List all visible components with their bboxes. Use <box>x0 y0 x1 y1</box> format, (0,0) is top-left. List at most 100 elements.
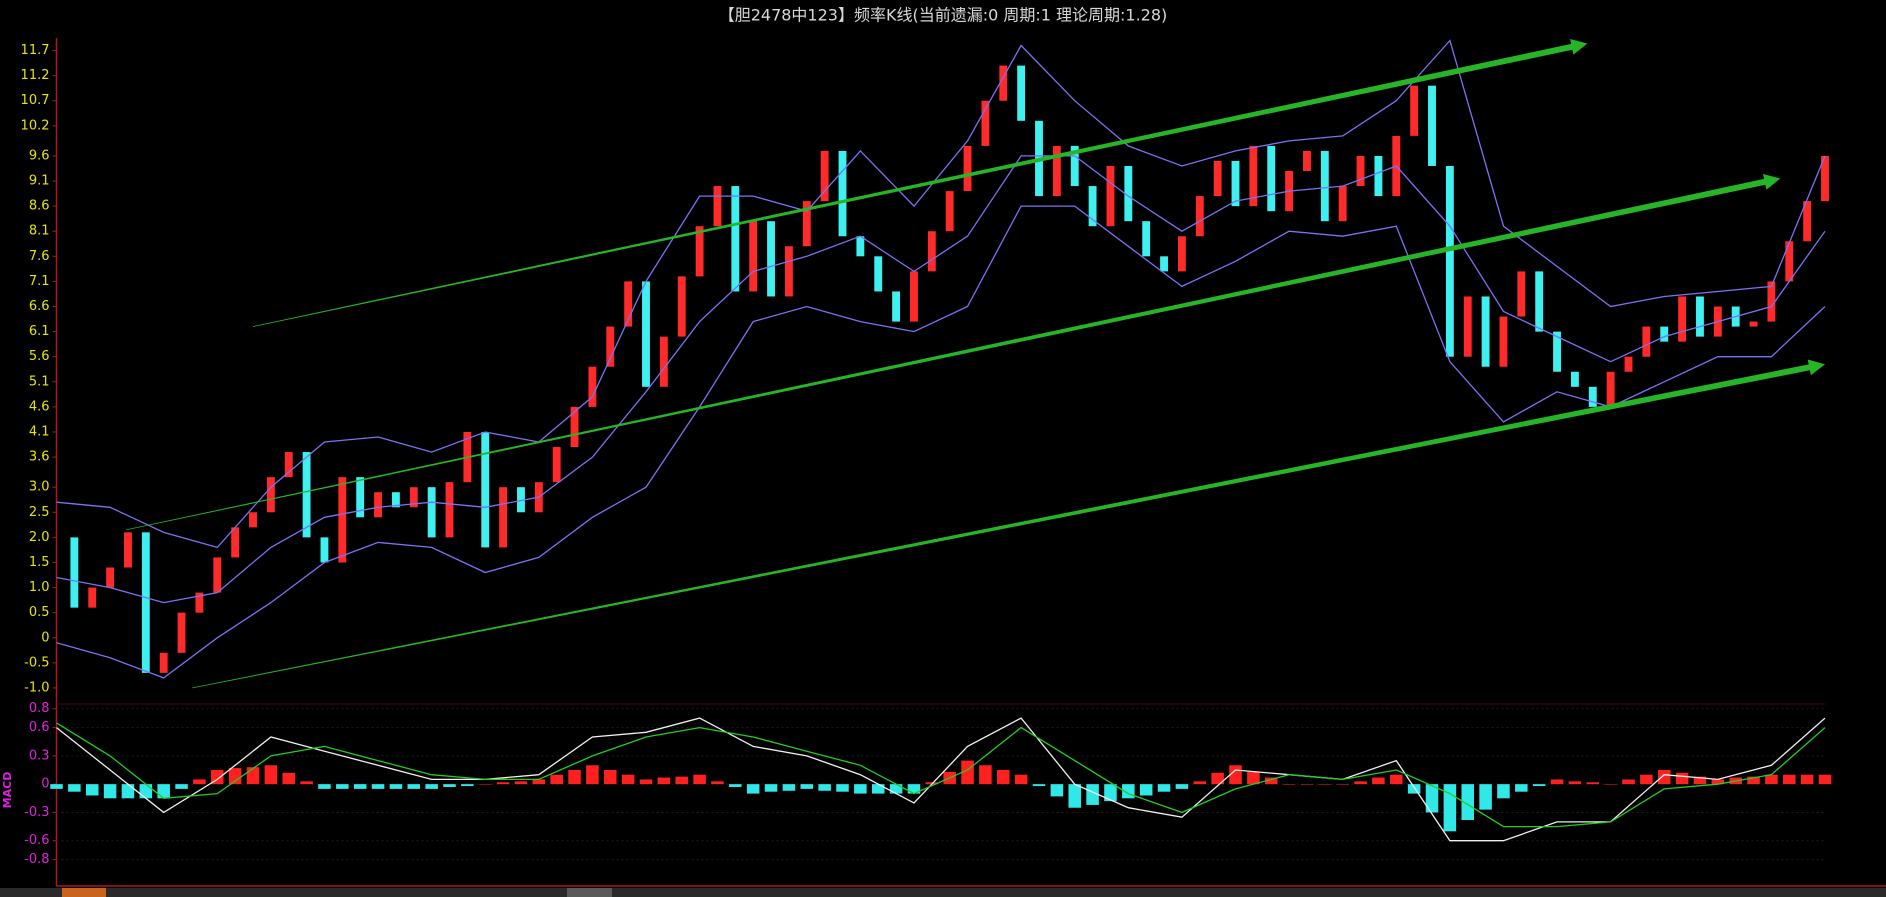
y-tick-label: 5.6 <box>29 349 50 364</box>
histogram-bar <box>1264 777 1278 785</box>
down-candle <box>391 492 400 508</box>
up-candle <box>231 527 240 558</box>
up-candle <box>1624 356 1633 372</box>
y-tick-label: -0.8 <box>24 852 49 867</box>
y-tick-label: 3.0 <box>29 480 50 495</box>
histogram-bar <box>782 784 796 791</box>
up-candle <box>927 231 936 272</box>
down-candle <box>1320 150 1329 222</box>
histogram-bar <box>1354 781 1367 785</box>
down-candle <box>1017 65 1026 121</box>
down-candle <box>70 537 79 608</box>
scroll-marker[interactable] <box>567 888 612 897</box>
y-tick-label: 4.1 <box>29 424 50 439</box>
histogram-bar <box>1318 784 1332 785</box>
histogram-bar <box>175 784 188 789</box>
histogram-bar <box>1586 782 1600 785</box>
down-candle <box>1445 165 1454 357</box>
down-candle <box>1124 165 1133 222</box>
trend-arrow <box>126 174 1781 531</box>
y-tick-label: 10.2 <box>21 118 50 133</box>
y-tick-label: -0.5 <box>24 655 49 670</box>
up-candle <box>1356 155 1365 187</box>
histogram-bar <box>514 781 528 785</box>
up-candle <box>1410 85 1419 136</box>
down-candle <box>1570 371 1579 387</box>
scrollbar[interactable] <box>0 888 1886 897</box>
up-candle <box>552 447 561 483</box>
y-tick-label: 11.2 <box>21 68 50 83</box>
up-candle <box>713 186 722 227</box>
histogram-bar <box>1211 772 1224 785</box>
up-candle <box>106 567 115 588</box>
y-tick-label: 9.1 <box>29 174 50 189</box>
histogram-bar <box>1139 784 1153 796</box>
up-candle <box>1213 160 1222 197</box>
up-candle <box>999 65 1008 101</box>
y-tick-label: 8.1 <box>29 224 50 239</box>
up-candle <box>695 226 704 277</box>
y-axis-label: MACD <box>1 772 14 809</box>
histogram-bar <box>657 777 671 785</box>
up-candle <box>784 246 793 297</box>
trend-arrow <box>252 39 1588 327</box>
histogram-bar <box>746 784 760 794</box>
histogram-bar <box>1800 774 1814 785</box>
down-candle <box>302 452 311 538</box>
histogram-bar <box>425 784 438 789</box>
up-candle <box>1177 236 1186 272</box>
up-candle <box>981 100 990 146</box>
histogram-bar <box>729 784 742 787</box>
up-candle <box>1303 150 1311 171</box>
histogram-bar <box>300 781 313 785</box>
histogram-bar <box>336 784 349 789</box>
down-candle <box>1696 296 1704 337</box>
scroll-thumb[interactable] <box>62 888 106 897</box>
line-series <box>56 155 1826 604</box>
y-tick-label: 9.6 <box>29 148 50 163</box>
histogram-bar <box>1640 774 1653 785</box>
down-candle <box>1070 145 1079 187</box>
histogram-bar <box>1336 784 1349 785</box>
up-candle <box>249 512 257 528</box>
y-tick-label: 0.8 <box>29 701 50 716</box>
trend-arrow <box>192 359 1826 689</box>
histogram-bar <box>318 784 331 789</box>
down-candle <box>481 431 490 548</box>
histogram-bar <box>1497 784 1510 799</box>
histogram-bar <box>353 784 367 789</box>
histogram-bar <box>639 779 653 785</box>
histogram-bar <box>889 784 903 794</box>
histogram-bar <box>764 784 778 792</box>
y-tick-label: 1.5 <box>29 555 50 570</box>
histogram-bar <box>675 776 688 785</box>
up-candle <box>1517 271 1526 317</box>
histogram-bar <box>1783 774 1796 785</box>
histogram-bar <box>568 770 581 785</box>
up-candle <box>1767 281 1776 322</box>
up-candle <box>1106 165 1115 227</box>
histogram-bar <box>1461 784 1474 820</box>
histogram-bar <box>711 781 724 785</box>
histogram-bar <box>1604 784 1617 785</box>
up-candle <box>749 221 758 292</box>
y-tick-label: 7.6 <box>29 249 50 264</box>
histogram-bar <box>121 784 135 799</box>
histogram-bar <box>997 770 1010 785</box>
histogram-bar <box>1086 784 1099 805</box>
up-candle <box>374 492 382 518</box>
histogram-bar <box>1765 774 1778 785</box>
down-candle <box>1481 296 1490 367</box>
histogram-bar <box>1157 784 1171 792</box>
histogram-bar <box>1747 776 1760 785</box>
histogram-bar <box>871 784 885 794</box>
histogram-bar <box>604 770 617 785</box>
histogram-bar <box>1657 770 1671 785</box>
up-candle <box>124 532 132 568</box>
up-candle <box>284 452 293 478</box>
histogram-bar <box>1532 784 1546 787</box>
histogram-bar <box>1818 774 1832 785</box>
histogram-bar <box>85 784 99 796</box>
chart-title: 【胆2478中123】频率K线(当前遗漏:0 周期:1 理论周期:1.28) <box>719 6 1168 25</box>
